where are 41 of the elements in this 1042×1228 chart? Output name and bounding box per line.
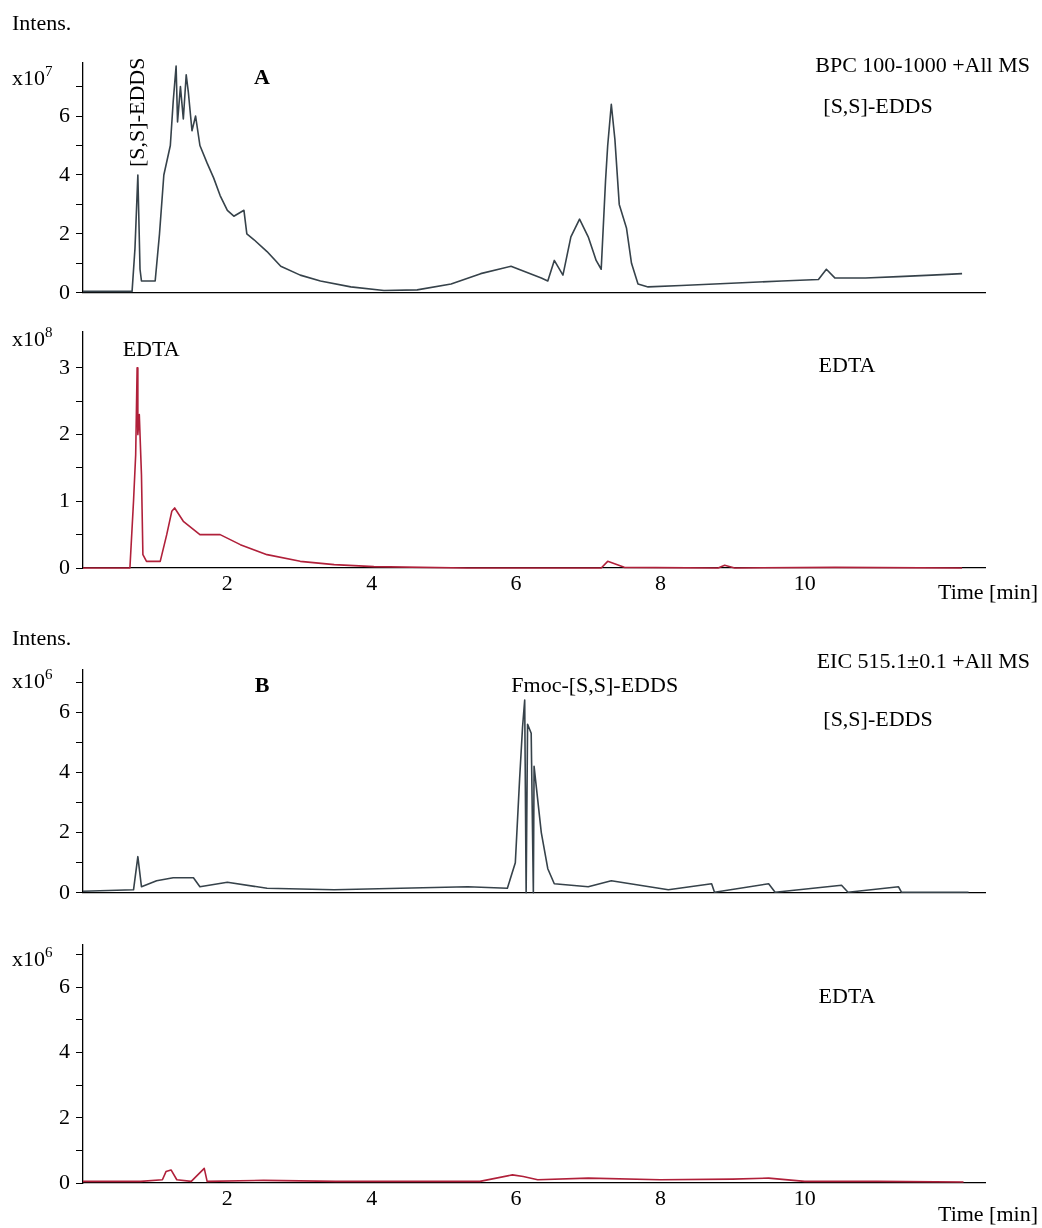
x-tick-label: 6 (510, 569, 522, 595)
chart-title: Intens. (12, 625, 72, 650)
annotation: Fmoc-[S,S]-EDDS (511, 672, 679, 698)
y-tick-label: 0 (59, 278, 70, 304)
x-tick-label: 8 (654, 569, 666, 595)
y-tick-label: 4 (59, 160, 70, 186)
y-tick-label: 2 (59, 818, 70, 844)
x-tick-label: 4 (366, 569, 378, 595)
annotation: [S,S]-EDDS (123, 57, 149, 167)
annotation: EIC 515.1±0.1 +All MS (816, 648, 1031, 673)
annotation: [S,S]-EDDS (823, 706, 933, 731)
y-tick-label: 6 (59, 101, 70, 127)
y-tick-label: 3 (59, 353, 70, 379)
y-tick-label: 4 (59, 758, 70, 784)
x-tick-label: 6 (510, 1184, 522, 1210)
y-tick-label: 6 (59, 973, 70, 999)
x-tick-label: 4 (366, 1184, 378, 1210)
x-tick-label: 2 (221, 1184, 233, 1210)
chart-title: Intens. (12, 10, 72, 35)
annotation: EDTA (818, 352, 876, 377)
y-tick-label: 0 (59, 553, 70, 579)
x-axis-title: Time [min] (937, 1201, 1038, 1226)
x-tick-label: 10 (793, 569, 816, 595)
x-axis-title: Time [min] (937, 579, 1038, 604)
y-tick-label: 2 (59, 219, 70, 245)
annotation: EDTA (818, 983, 876, 1008)
y-tick-label: 0 (59, 1168, 70, 1194)
y-tick-label: 1 (59, 487, 70, 513)
y-tick-label: 6 (59, 697, 70, 723)
x-tick-label: 10 (793, 1184, 816, 1210)
x-tick-label: 2 (221, 569, 233, 595)
y-tick-label: 2 (59, 1103, 70, 1129)
y-tick-label: 0 (59, 878, 70, 904)
annotation: [S,S]-EDDS (823, 93, 933, 118)
y-tick-label: 4 (59, 1038, 70, 1064)
annotation: A (254, 64, 271, 89)
annotation: BPC 100-1000 +All MS (815, 52, 1031, 77)
x-tick-label: 8 (654, 1184, 666, 1210)
y-tick-label: 2 (59, 420, 70, 446)
annotation: EDTA (122, 335, 180, 361)
annotation: B (254, 672, 270, 697)
